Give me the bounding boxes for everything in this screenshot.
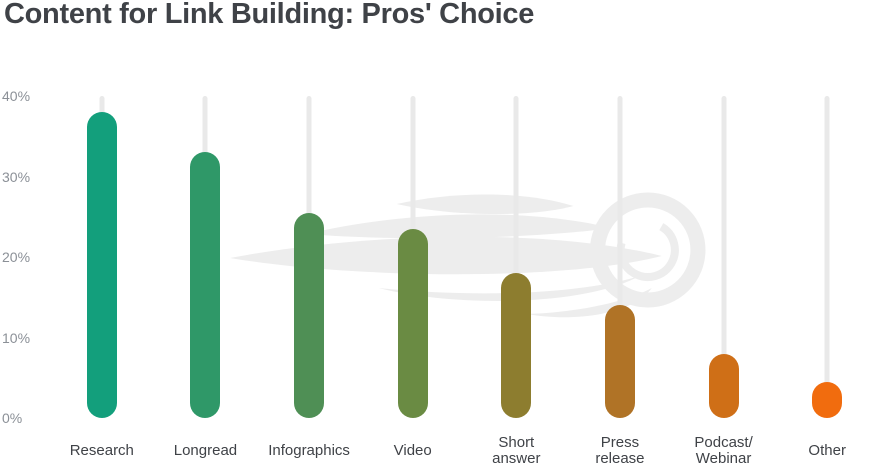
category-label-other: Other [808, 442, 846, 459]
category-label-longread: Longread [173, 442, 238, 459]
bar-column-research [50, 96, 154, 418]
bar-track-podcast-webinar [721, 96, 727, 418]
bar-column-video [361, 96, 465, 418]
bar-other [812, 381, 843, 418]
category-labels: Research Longread Infographics Video Short a… [50, 434, 879, 468]
bar-podcast-webinar [708, 353, 739, 418]
bar-column-short-answer [465, 96, 569, 418]
bar-longread [190, 152, 221, 418]
y-tick-label-30: 30% [2, 168, 31, 185]
bar-video [397, 228, 428, 418]
semrush-flame-logo-watermark [230, 192, 706, 318]
page-title: Content for Link Building: Pros' Choice [4, 0, 535, 30]
bar-press-release [604, 305, 635, 418]
bar-track-other [824, 96, 830, 418]
bar-track-press-release [617, 96, 623, 418]
bar-column-press-release [568, 96, 672, 418]
category-label-research: Research [69, 442, 134, 459]
bar-infographics [294, 212, 325, 418]
plot-columns [50, 96, 879, 418]
bar-column-other [775, 96, 879, 418]
category-label-infographics: Infographics [268, 442, 350, 459]
category-label-short-answer: Short answer [492, 434, 541, 467]
bar-short-answer [501, 273, 532, 418]
y-tick-label-40: 40% [2, 88, 31, 104]
category-label-podcast-webinar: Podcast/ Webinar [694, 434, 753, 467]
bar-column-longread [154, 96, 258, 418]
y-tick-label-20: 20% [2, 249, 31, 265]
bar-research [86, 112, 117, 418]
y-tick-label-10: 10% [2, 329, 31, 346]
category-label-video: Video [393, 442, 432, 459]
category-label-press-release: Press release [595, 434, 645, 467]
bar-column-podcast-webinar [672, 96, 776, 418]
bar-track-short-answer [513, 96, 519, 418]
y-tick-label-0: 0% [2, 410, 23, 426]
y-axis: 40% 30% 20% 10% 0% [2, 88, 48, 426]
bar-column-infographics [257, 96, 361, 418]
